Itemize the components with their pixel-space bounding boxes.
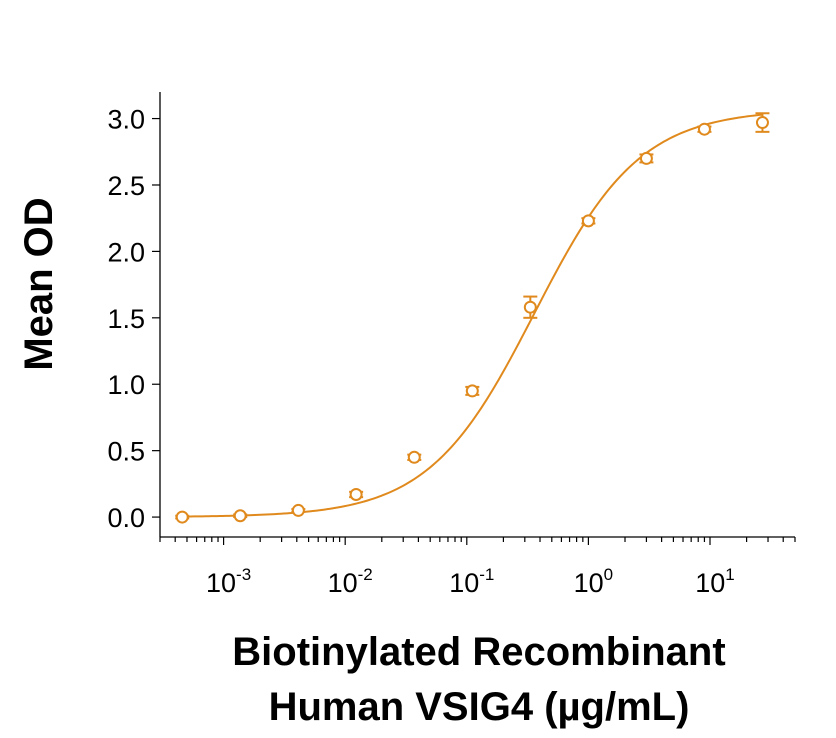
data-point bbox=[639, 151, 653, 165]
y-tick-label: 1.0 bbox=[107, 370, 145, 400]
axes bbox=[159, 92, 795, 538]
x-axis-ticks: 10-3 10-2 10-1 100 101 bbox=[159, 537, 796, 598]
y-tick-label: 2.5 bbox=[107, 171, 145, 201]
x-tick-label: 10-3 bbox=[206, 565, 251, 598]
fit-curve bbox=[182, 113, 763, 518]
y-tick-label: 3.0 bbox=[107, 105, 145, 135]
data-point bbox=[523, 300, 537, 314]
data-point bbox=[465, 384, 479, 398]
y-axis-ticks: 0.0 0.5 1.0 1.5 2.0 2.5 3.0 bbox=[107, 105, 160, 533]
data-point bbox=[291, 503, 305, 517]
data-point bbox=[175, 510, 189, 524]
data-point bbox=[233, 509, 247, 523]
y-tick-label: 2.0 bbox=[107, 237, 145, 267]
data-point bbox=[407, 450, 421, 464]
data-point bbox=[755, 116, 769, 130]
x-tick-label: 10-1 bbox=[449, 565, 494, 598]
plot-area bbox=[175, 112, 770, 524]
x-tick-label: 101 bbox=[695, 565, 735, 598]
x-tick-label: 10-2 bbox=[328, 565, 373, 598]
y-tick-label: 0.0 bbox=[107, 503, 145, 533]
data-point bbox=[349, 487, 363, 501]
data-point bbox=[581, 214, 595, 228]
x-axis-label-line-1: Biotinylated Recombinant bbox=[232, 630, 725, 674]
y-tick-label: 0.5 bbox=[107, 437, 145, 467]
x-axis-label-line-2: Human VSIG4 (µg/mL) bbox=[269, 685, 690, 729]
y-tick-label: 1.5 bbox=[107, 304, 145, 334]
x-tick-label: 100 bbox=[574, 565, 614, 598]
data-point bbox=[697, 122, 711, 136]
y-axis-label: Mean OD bbox=[17, 197, 61, 370]
